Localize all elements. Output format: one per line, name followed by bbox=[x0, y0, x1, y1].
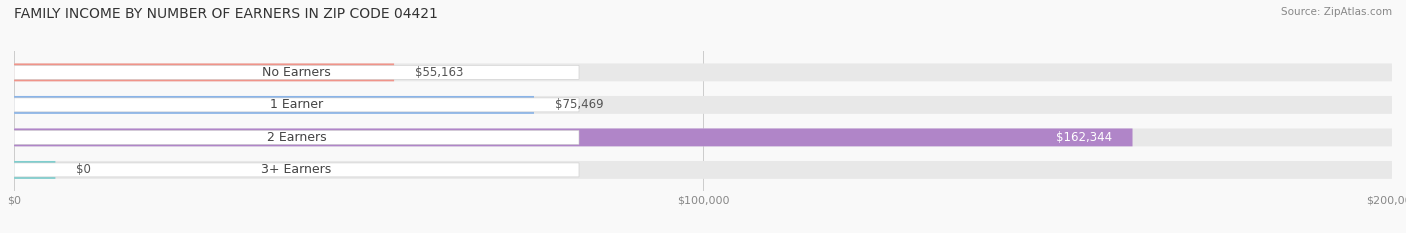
FancyBboxPatch shape bbox=[14, 63, 1392, 81]
Text: 1 Earner: 1 Earner bbox=[270, 98, 323, 111]
Text: $0: $0 bbox=[76, 163, 91, 176]
Text: $162,344: $162,344 bbox=[1056, 131, 1112, 144]
FancyBboxPatch shape bbox=[14, 96, 1392, 114]
Text: Source: ZipAtlas.com: Source: ZipAtlas.com bbox=[1281, 7, 1392, 17]
FancyBboxPatch shape bbox=[14, 128, 1132, 146]
FancyBboxPatch shape bbox=[14, 96, 534, 114]
Text: $55,163: $55,163 bbox=[415, 66, 463, 79]
FancyBboxPatch shape bbox=[14, 161, 1392, 179]
FancyBboxPatch shape bbox=[14, 163, 579, 177]
FancyBboxPatch shape bbox=[14, 65, 579, 79]
Text: 3+ Earners: 3+ Earners bbox=[262, 163, 332, 176]
Text: No Earners: No Earners bbox=[262, 66, 330, 79]
Text: 2 Earners: 2 Earners bbox=[267, 131, 326, 144]
Text: $75,469: $75,469 bbox=[554, 98, 603, 111]
FancyBboxPatch shape bbox=[14, 63, 394, 81]
Text: FAMILY INCOME BY NUMBER OF EARNERS IN ZIP CODE 04421: FAMILY INCOME BY NUMBER OF EARNERS IN ZI… bbox=[14, 7, 437, 21]
FancyBboxPatch shape bbox=[14, 98, 579, 112]
FancyBboxPatch shape bbox=[14, 128, 1392, 146]
FancyBboxPatch shape bbox=[14, 161, 55, 179]
FancyBboxPatch shape bbox=[14, 130, 579, 144]
